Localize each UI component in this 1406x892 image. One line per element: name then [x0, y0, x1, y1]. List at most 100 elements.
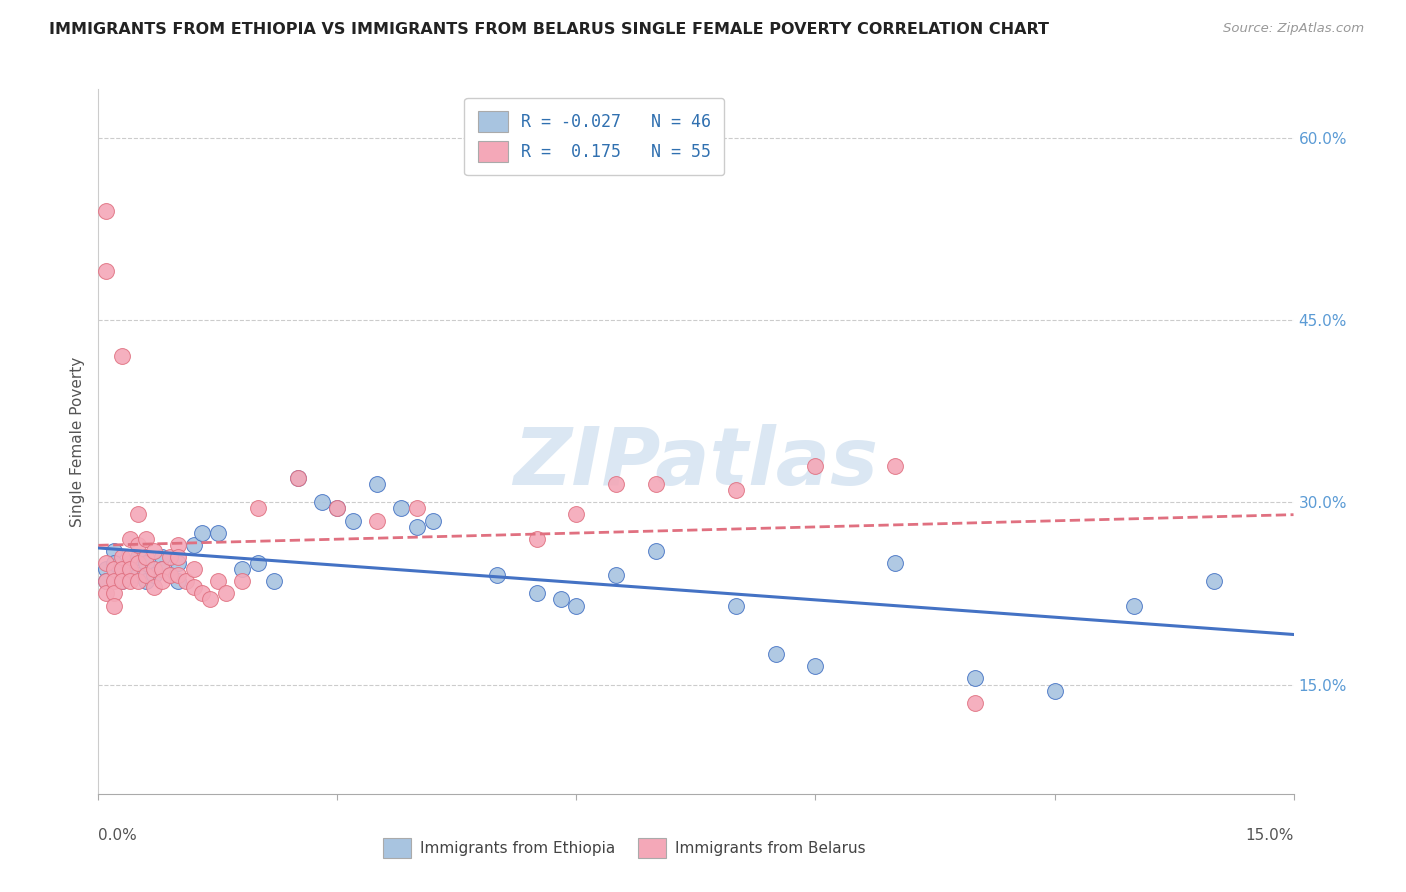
Point	[183, 538, 205, 552]
Y-axis label: Single Female Poverty: Single Female Poverty	[69, 357, 84, 526]
Point	[366, 514, 388, 528]
Point	[143, 580, 166, 594]
Point	[191, 586, 214, 600]
Point	[342, 514, 364, 528]
Point	[174, 574, 197, 589]
Point	[159, 549, 181, 564]
Point	[287, 471, 309, 485]
Text: 0.0%: 0.0%	[98, 828, 138, 843]
Point	[111, 574, 134, 589]
Point	[150, 574, 173, 589]
Point	[103, 562, 125, 576]
Point	[96, 574, 118, 589]
Point	[103, 599, 125, 613]
Point	[724, 483, 747, 497]
Point	[127, 538, 149, 552]
Point	[120, 532, 142, 546]
Point	[127, 556, 149, 570]
Point	[127, 549, 149, 564]
Point	[143, 544, 166, 558]
Point	[526, 586, 548, 600]
Point	[963, 672, 986, 686]
Point	[198, 592, 221, 607]
Point	[326, 501, 349, 516]
Point	[645, 544, 668, 558]
Point	[103, 586, 125, 600]
Point	[207, 574, 229, 589]
Point	[159, 568, 181, 582]
Legend: Immigrants from Ethiopia, Immigrants from Belarus: Immigrants from Ethiopia, Immigrants fro…	[377, 832, 872, 863]
Point	[159, 568, 181, 582]
Point	[1043, 683, 1066, 698]
Point	[526, 532, 548, 546]
Point	[565, 599, 588, 613]
Point	[231, 574, 253, 589]
Point	[1202, 574, 1225, 589]
Point	[645, 477, 668, 491]
Point	[1123, 599, 1146, 613]
Point	[167, 568, 190, 582]
Point	[111, 562, 134, 576]
Point	[135, 568, 157, 582]
Point	[605, 568, 627, 582]
Point	[167, 549, 190, 564]
Point	[103, 556, 125, 570]
Point	[183, 562, 205, 576]
Point	[96, 264, 118, 278]
Point	[326, 501, 349, 516]
Point	[963, 696, 986, 710]
Point	[103, 574, 125, 589]
Point	[246, 501, 269, 516]
Point	[804, 458, 827, 473]
Point	[884, 458, 907, 473]
Text: ZIPatlas: ZIPatlas	[513, 424, 879, 501]
Point	[167, 556, 190, 570]
Point	[406, 519, 429, 533]
Point	[150, 562, 173, 576]
Point	[150, 562, 173, 576]
Point	[183, 580, 205, 594]
Point	[127, 568, 149, 582]
Text: IMMIGRANTS FROM ETHIOPIA VS IMMIGRANTS FROM BELARUS SINGLE FEMALE POVERTY CORREL: IMMIGRANTS FROM ETHIOPIA VS IMMIGRANTS F…	[49, 22, 1049, 37]
Point	[120, 556, 142, 570]
Point	[389, 501, 412, 516]
Point	[143, 568, 166, 582]
Point	[207, 525, 229, 540]
Point	[96, 562, 118, 576]
Point	[120, 549, 142, 564]
Point	[127, 574, 149, 589]
Point	[120, 574, 142, 589]
Text: 15.0%: 15.0%	[1246, 828, 1294, 843]
Point	[406, 501, 429, 516]
Point	[311, 495, 333, 509]
Point	[127, 508, 149, 522]
Point	[804, 659, 827, 673]
Point	[287, 471, 309, 485]
Point	[111, 568, 134, 582]
Point	[135, 549, 157, 564]
Point	[550, 592, 572, 607]
Point	[605, 477, 627, 491]
Point	[215, 586, 238, 600]
Point	[103, 544, 125, 558]
Point	[111, 350, 134, 364]
Point	[120, 568, 142, 582]
Point	[96, 203, 118, 218]
Point	[150, 549, 173, 564]
Point	[724, 599, 747, 613]
Point	[231, 562, 253, 576]
Point	[263, 574, 285, 589]
Point	[135, 556, 157, 570]
Point	[143, 562, 166, 576]
Point	[884, 556, 907, 570]
Point	[96, 586, 118, 600]
Point	[96, 556, 118, 570]
Point	[135, 532, 157, 546]
Point	[485, 568, 508, 582]
Point	[167, 538, 190, 552]
Point	[191, 525, 214, 540]
Point	[111, 574, 134, 589]
Text: Source: ZipAtlas.com: Source: ZipAtlas.com	[1223, 22, 1364, 36]
Point	[120, 562, 142, 576]
Point	[366, 477, 388, 491]
